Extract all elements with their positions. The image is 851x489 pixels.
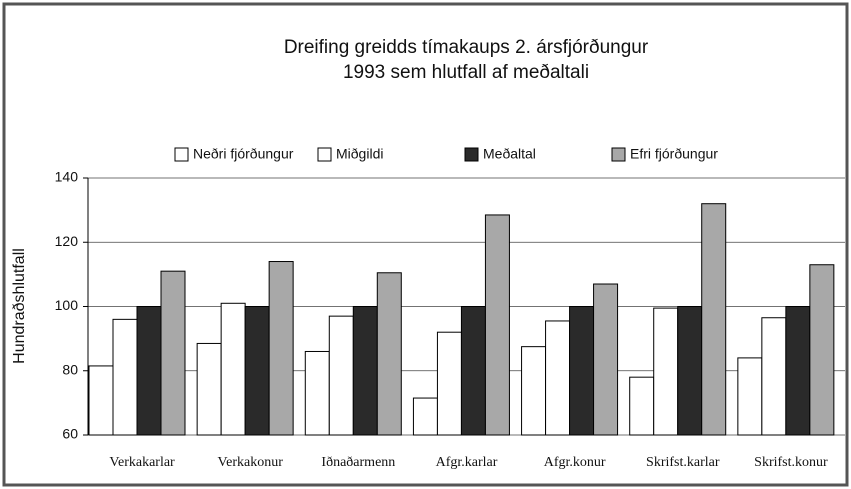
bar	[88, 365, 114, 436]
legend-swatch	[611, 147, 626, 162]
x-tick-label: Iðnaðarmenn	[321, 455, 395, 470]
bar	[160, 270, 186, 436]
bar	[809, 264, 835, 436]
bar	[220, 302, 246, 436]
x-tick-label: Skrifst.konur	[754, 455, 828, 470]
y-tick-label: 100	[55, 297, 79, 313]
bar	[545, 320, 571, 436]
bar	[677, 306, 703, 436]
bar	[629, 376, 655, 436]
bar	[484, 214, 510, 436]
x-tick-label: Afgr.konur	[544, 455, 606, 470]
x-tick-label: Verkakarlar	[109, 455, 175, 470]
bar	[244, 306, 270, 436]
bar	[436, 331, 462, 436]
x-tick-label: Verkakonur	[218, 455, 284, 470]
legend-swatch	[174, 147, 189, 162]
x-tick-label: Skrifst.karlar	[646, 455, 720, 470]
y-tick-label: 80	[62, 361, 78, 377]
y-tick-label: 120	[55, 233, 79, 249]
bar	[521, 346, 547, 436]
legend-swatch	[317, 147, 332, 162]
x-tick-label: Afgr.karlar	[436, 455, 498, 470]
bar	[737, 357, 763, 436]
bar	[761, 317, 787, 436]
bar	[352, 306, 378, 436]
y-axis-label: Hundraðshlutfall	[11, 248, 28, 364]
bar	[376, 272, 402, 436]
legend-label: Meðaltal	[483, 146, 536, 162]
bar	[112, 318, 138, 436]
bar	[460, 306, 486, 436]
bar	[268, 261, 294, 436]
y-tick-label: 60	[62, 426, 78, 442]
bar	[328, 315, 354, 436]
chart-title: 1993 sem hlutfall af meðaltali	[343, 62, 589, 83]
bar	[785, 306, 811, 436]
bar	[136, 306, 162, 436]
bar	[593, 283, 619, 436]
legend-swatch	[464, 147, 479, 162]
bar	[304, 350, 330, 436]
chart-title: Dreifing greidds tímakaups 2. ársfjórðun…	[284, 37, 649, 58]
bar	[653, 307, 679, 436]
bar	[569, 306, 595, 436]
legend-label: Neðri fjórðungur	[193, 146, 294, 162]
y-tick-label: 140	[55, 169, 79, 185]
bar	[196, 342, 222, 436]
bar	[701, 203, 727, 436]
legend-label: Efri fjórðungur	[630, 146, 718, 162]
legend-label: Miðgildi	[336, 146, 383, 162]
bar	[412, 397, 438, 436]
